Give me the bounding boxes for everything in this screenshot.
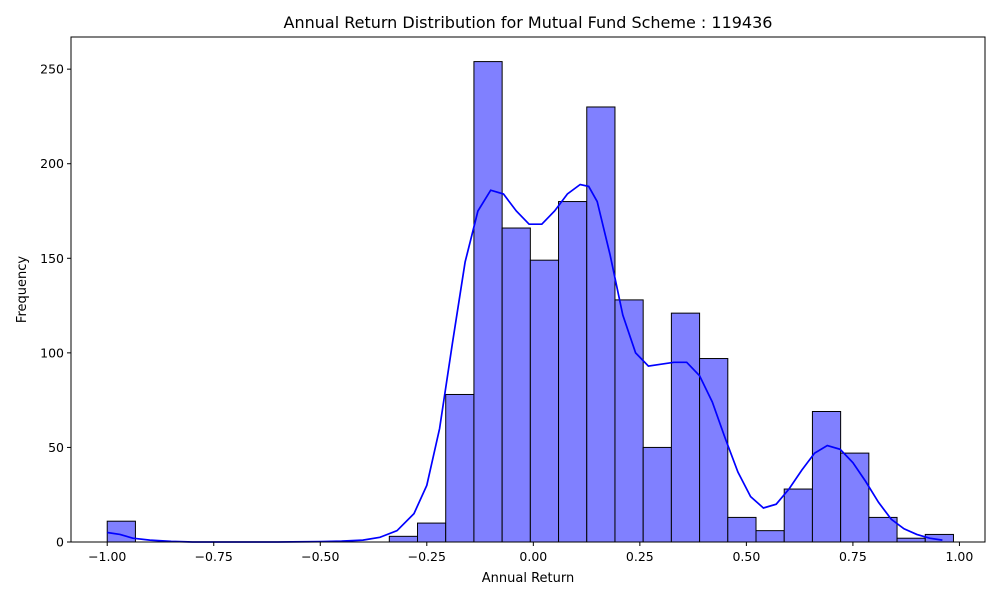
y-tick-label: 50 — [48, 440, 64, 455]
kde-line — [107, 183, 943, 543]
histogram-bar — [896, 537, 926, 543]
histogram-bar — [473, 61, 503, 543]
x-tick-label: −1.00 — [88, 549, 126, 564]
x-tick-label: 0.75 — [839, 549, 867, 564]
bar-group — [106, 61, 954, 543]
histogram-bar — [727, 516, 757, 543]
x-axis-label: Annual Return — [482, 571, 574, 586]
x-tick-label: −0.25 — [408, 549, 446, 564]
histogram-bar — [501, 227, 531, 543]
chart-title: Annual Return Distribution for Mutual Fu… — [284, 13, 773, 32]
x-tick-label: 0.00 — [519, 549, 547, 564]
histogram-bar — [755, 530, 785, 543]
histogram-bar — [642, 446, 672, 543]
histogram-bar — [811, 410, 842, 543]
histogram-bar — [699, 358, 729, 543]
y-axis-ticks: 0 50 100 150 200 250 — [40, 62, 71, 550]
histogram-bar — [529, 259, 560, 543]
histogram-bar — [783, 488, 813, 543]
y-tick-label: 0 — [56, 535, 64, 550]
y-tick-label: 250 — [40, 62, 64, 77]
histogram-bar — [388, 535, 419, 543]
y-axis-label: Frequency — [15, 256, 30, 323]
x-tick-label: 1.00 — [946, 549, 974, 564]
histogram-bar — [670, 312, 701, 543]
plot-frame — [70, 36, 986, 543]
x-tick-label: −0.75 — [195, 549, 233, 564]
y-tick-label: 150 — [40, 251, 64, 266]
histogram-bar — [445, 393, 475, 543]
x-tick-label: 0.25 — [626, 549, 654, 564]
x-tick-label: 0.50 — [732, 549, 760, 564]
histogram-bar — [558, 201, 588, 543]
y-tick-label: 100 — [40, 345, 64, 360]
histogram-bar — [417, 522, 447, 543]
histogram-bar — [840, 452, 870, 543]
histogram-bar — [586, 106, 616, 543]
x-axis-ticks: −1.00 −0.75 −0.50 −0.25 0.00 0.25 0.50 0.75 1.00 — [88, 542, 973, 564]
y-tick-label: 200 — [40, 156, 64, 171]
x-tick-label: −0.50 — [301, 549, 339, 564]
histogram-bar — [106, 520, 136, 543]
